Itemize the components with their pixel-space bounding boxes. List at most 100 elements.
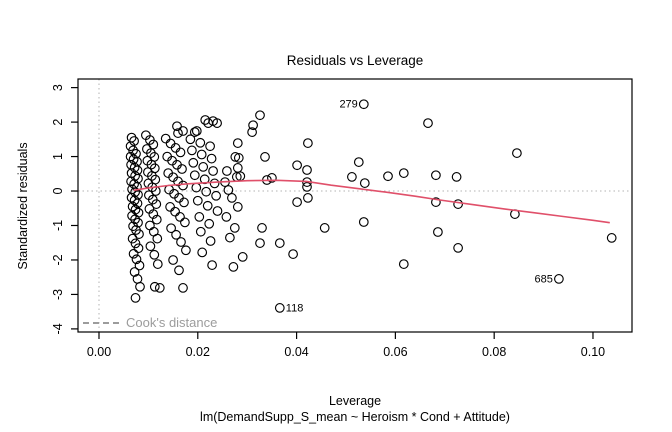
data-point (152, 233, 163, 244)
data-point (130, 293, 141, 303)
data-point (229, 223, 240, 233)
data-point (176, 237, 186, 247)
data-point (205, 236, 216, 246)
data-point (196, 149, 207, 160)
outlier-label-118: 118 (286, 302, 304, 314)
data-point (274, 238, 285, 248)
data-point (303, 193, 313, 203)
data-point (173, 128, 183, 138)
data-point (255, 238, 265, 248)
x-tick-label: 0.10 (581, 345, 605, 359)
y-tick-label: -4 (51, 323, 65, 334)
data-point (451, 172, 462, 182)
data-point (232, 138, 243, 148)
data-point (165, 202, 175, 212)
data-point (247, 127, 257, 137)
data-point (257, 223, 267, 233)
data-point (319, 223, 330, 233)
dashed-line-icon (83, 321, 119, 324)
data-point (133, 243, 144, 254)
data-point (178, 180, 188, 191)
x-axis-label: Leverage (328, 394, 382, 408)
data-point (148, 209, 159, 219)
data-point (175, 212, 185, 222)
x-tick-label: 0.04 (284, 345, 308, 359)
data-point (207, 260, 217, 270)
data-point (433, 227, 443, 237)
data-point (302, 182, 312, 192)
data-point (453, 199, 463, 209)
data-point (223, 185, 234, 195)
data-point (398, 168, 409, 178)
data-point (130, 214, 140, 225)
data-point (453, 243, 463, 253)
data-point (189, 170, 200, 181)
data-point (423, 118, 433, 128)
x-tick-label: 0.00 (87, 345, 111, 359)
data-point (212, 206, 223, 216)
data-point (211, 190, 221, 201)
data-point (132, 182, 142, 192)
data-point (129, 195, 140, 206)
data-point (126, 176, 136, 187)
data-point (133, 217, 143, 228)
data-point (398, 259, 409, 269)
cooks-distance-legend: Cook's distance (83, 315, 217, 330)
data-point (177, 164, 187, 174)
data-point (248, 120, 258, 131)
data-point (383, 171, 393, 182)
data-point (135, 281, 145, 292)
data-point (255, 110, 265, 121)
data-point (232, 163, 243, 173)
data-point (151, 199, 162, 209)
data-point (212, 118, 222, 128)
data-point (127, 210, 137, 221)
data-point (145, 220, 155, 231)
data-point (359, 178, 370, 188)
data-point (152, 259, 163, 269)
data-point (606, 233, 617, 243)
outlier-point-685 (554, 274, 564, 284)
data-point (181, 245, 191, 256)
data-point (206, 153, 217, 164)
legend-label: Cook's distance (126, 315, 218, 330)
data-point (202, 200, 213, 211)
y-tick-label: -1 (51, 220, 65, 231)
data-point (129, 267, 140, 277)
x-tick-label: 0.08 (482, 345, 506, 359)
outlier-label-685: 685 (535, 273, 553, 285)
data-point (151, 214, 162, 225)
data-point (188, 157, 199, 168)
data-point (260, 152, 270, 162)
data-point (227, 193, 237, 203)
outlier-label-279: 279 (339, 99, 357, 111)
data-point (134, 260, 145, 271)
y-tick-label: 0 (51, 187, 65, 194)
y-tick-label: 1 (51, 153, 65, 160)
data-point (172, 121, 182, 132)
data-point (128, 248, 139, 259)
data-point (209, 178, 220, 189)
data-point (127, 233, 138, 244)
y-tick-label: 3 (51, 84, 65, 91)
data-point (132, 198, 143, 209)
data-point (221, 212, 232, 222)
data-point (302, 165, 312, 175)
data-point (174, 265, 184, 276)
data-point (292, 197, 302, 207)
data-point (237, 252, 248, 262)
data-point (127, 201, 138, 212)
data-point (288, 249, 298, 259)
data-point (171, 229, 181, 240)
data-point (201, 186, 212, 197)
data-point (303, 138, 313, 148)
y-tick-label: -2 (51, 254, 65, 265)
data-point (148, 139, 159, 150)
x-tick-label: 0.06 (383, 345, 407, 359)
model-formula-label: lm(DemandSupp_S_mean ~ Heroism * Cond + … (200, 410, 510, 424)
data-point (178, 283, 188, 293)
data-point (512, 148, 522, 158)
data-point (197, 247, 208, 258)
